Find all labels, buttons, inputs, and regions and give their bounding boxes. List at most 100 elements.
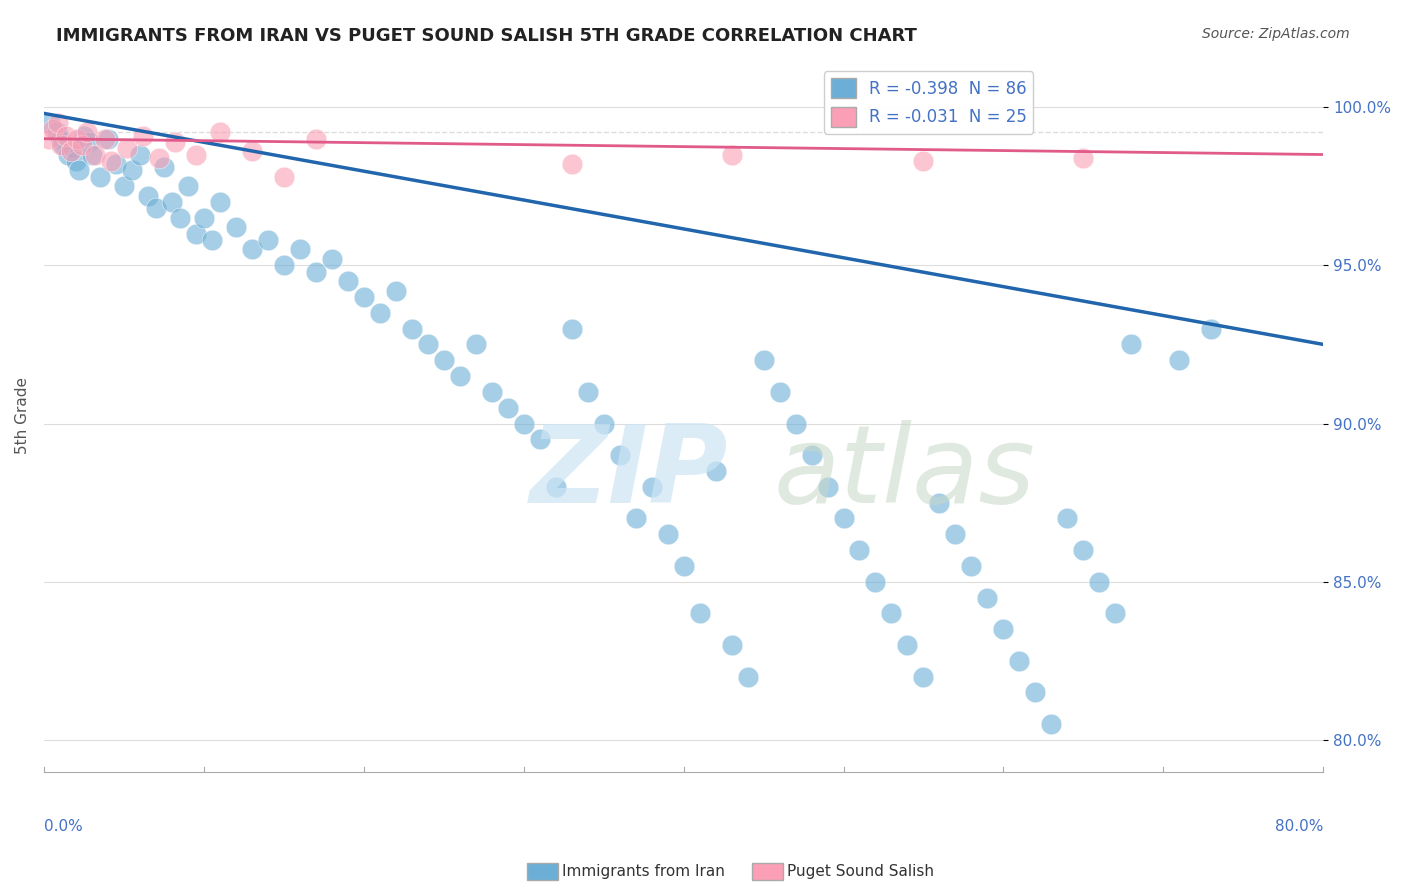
Point: [169, 211, 191, 225]
Point: [163, 135, 186, 149]
Point: [945, 527, 967, 541]
Point: [848, 543, 870, 558]
Point: [416, 337, 439, 351]
Point: [768, 384, 790, 399]
Legend: R = -0.398  N = 86, R = -0.031  N = 25: R = -0.398 N = 86, R = -0.031 N = 25: [824, 71, 1033, 134]
Point: [65, 153, 87, 168]
Point: [1168, 353, 1191, 368]
Point: [115, 141, 138, 155]
Point: [225, 220, 247, 235]
Point: [160, 194, 183, 209]
Point: [104, 157, 127, 171]
Point: [177, 179, 200, 194]
Point: [912, 153, 935, 168]
Point: [1056, 511, 1078, 525]
Point: [46, 116, 69, 130]
Point: [184, 227, 207, 241]
Point: [1040, 717, 1063, 731]
Point: [1104, 607, 1126, 621]
Point: [609, 448, 631, 462]
Point: [704, 464, 727, 478]
Point: [256, 233, 278, 247]
Point: [97, 132, 120, 146]
Point: [128, 147, 150, 161]
Point: [148, 151, 170, 165]
Point: [55, 128, 77, 143]
Point: [38, 132, 60, 146]
Point: [77, 135, 100, 149]
Point: [993, 622, 1015, 636]
Point: [752, 353, 775, 368]
Point: [960, 558, 983, 573]
Point: [880, 607, 903, 621]
Point: [464, 337, 486, 351]
Point: [89, 169, 111, 184]
Point: [512, 417, 534, 431]
Point: [576, 384, 599, 399]
Point: [689, 607, 711, 621]
Point: [640, 480, 662, 494]
Point: [67, 163, 90, 178]
Point: [93, 132, 115, 146]
Point: [52, 138, 75, 153]
Point: [481, 384, 503, 399]
Point: [449, 369, 471, 384]
Point: [273, 169, 295, 184]
Point: [720, 147, 742, 161]
Point: [305, 265, 328, 279]
Point: [51, 138, 73, 153]
Point: [45, 125, 67, 139]
Point: [672, 558, 695, 573]
Point: [1024, 685, 1046, 699]
Point: [976, 591, 998, 605]
Point: [208, 194, 231, 209]
Point: [112, 179, 135, 194]
Point: [121, 163, 143, 178]
Point: [1121, 337, 1143, 351]
Point: [66, 132, 89, 146]
Point: [353, 290, 375, 304]
Point: [496, 401, 519, 415]
Point: [49, 132, 72, 146]
Point: [737, 670, 759, 684]
Point: [39, 116, 62, 130]
Point: [529, 433, 551, 447]
Point: [592, 417, 614, 431]
Point: [401, 321, 423, 335]
Text: IMMIGRANTS FROM IRAN VS PUGET SOUND SALISH 5TH GRADE CORRELATION CHART: IMMIGRANTS FROM IRAN VS PUGET SOUND SALI…: [56, 27, 917, 45]
Text: 80.0%: 80.0%: [1275, 819, 1323, 834]
Point: [544, 480, 567, 494]
Point: [832, 511, 855, 525]
Point: [384, 284, 406, 298]
Point: [800, 448, 823, 462]
Point: [817, 480, 839, 494]
Point: [56, 147, 79, 161]
Point: [1201, 321, 1223, 335]
Point: [896, 638, 918, 652]
Point: [136, 188, 159, 202]
Point: [201, 233, 224, 247]
Point: [153, 160, 176, 174]
Point: [305, 132, 328, 146]
Point: [1073, 151, 1095, 165]
Text: Source: ZipAtlas.com: Source: ZipAtlas.com: [1202, 27, 1350, 41]
Point: [368, 306, 391, 320]
Text: Puget Sound Salish: Puget Sound Salish: [787, 864, 935, 879]
Text: atlas: atlas: [773, 420, 1035, 525]
Point: [785, 417, 807, 431]
Point: [76, 125, 98, 139]
Point: [928, 495, 950, 509]
Point: [42, 122, 65, 136]
Point: [321, 252, 343, 266]
Point: [73, 128, 96, 143]
Point: [72, 138, 94, 153]
Point: [288, 243, 311, 257]
Point: [273, 258, 295, 272]
Point: [80, 147, 103, 161]
Point: [657, 527, 679, 541]
Point: [336, 274, 359, 288]
Point: [865, 574, 887, 589]
Y-axis label: 5th Grade: 5th Grade: [15, 377, 30, 454]
Point: [1073, 543, 1095, 558]
Text: ZIP: ZIP: [530, 419, 728, 525]
